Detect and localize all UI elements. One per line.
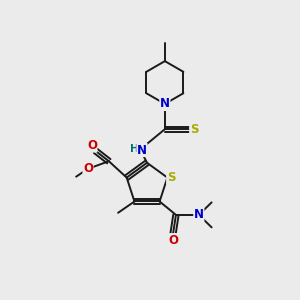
Text: S: S (167, 171, 175, 184)
Text: N: N (137, 143, 147, 157)
Text: S: S (190, 123, 198, 136)
Text: H: H (130, 144, 139, 154)
Text: O: O (168, 234, 178, 247)
Text: O: O (83, 162, 93, 175)
Text: N: N (194, 208, 204, 221)
Text: N: N (160, 98, 170, 110)
Text: O: O (87, 139, 97, 152)
